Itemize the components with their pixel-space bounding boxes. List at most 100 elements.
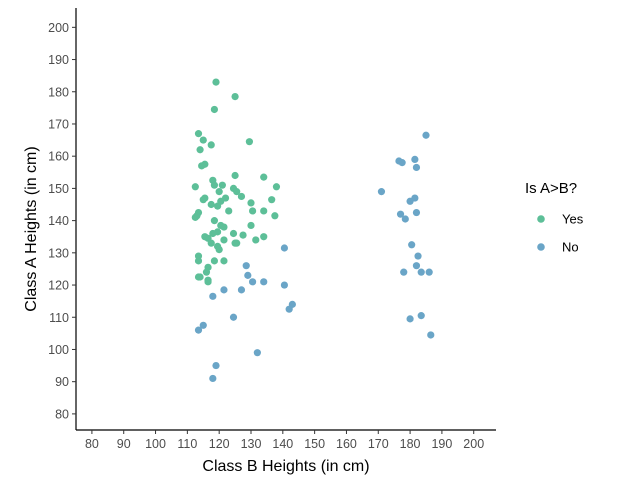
x-tick-label: 190	[431, 437, 452, 451]
data-point-yes	[260, 207, 268, 215]
data-point-yes	[210, 217, 219, 225]
data-point-yes	[218, 181, 226, 189]
data-point-yes	[252, 236, 260, 244]
data-point-no	[412, 163, 421, 172]
x-tick-label: 80	[85, 437, 99, 451]
data-point-no	[209, 292, 217, 300]
data-point-no	[229, 313, 238, 321]
data-point-yes	[247, 199, 255, 207]
data-point-no	[280, 281, 289, 289]
data-point-yes	[220, 223, 228, 231]
data-point-yes	[210, 257, 219, 265]
data-point-yes	[271, 212, 279, 220]
data-point-no	[285, 305, 293, 313]
data-point-no	[422, 131, 430, 139]
legend-title: Is A>B?	[525, 180, 577, 197]
data-point-no	[248, 278, 257, 286]
y-tick-label: 140	[48, 214, 69, 228]
data-point-yes	[210, 181, 219, 189]
y-tick-label: 90	[55, 375, 69, 389]
data-point-no	[406, 197, 414, 205]
data-point-yes	[198, 162, 206, 170]
y-axis-ticks: 80 90 100 110 120 130 140 150 160 170 180 190 200	[48, 21, 76, 421]
legend: Is A>B? Yes No	[525, 180, 584, 255]
data-point-yes	[220, 236, 228, 244]
data-point-yes	[233, 239, 241, 247]
x-tick-label: 100	[145, 437, 166, 451]
data-point-no	[260, 278, 268, 286]
x-tick-label: 120	[209, 437, 230, 451]
x-tick-label: 170	[368, 437, 389, 451]
x-tick-label: 160	[336, 437, 357, 451]
y-tick-label: 80	[55, 407, 69, 421]
data-point-yes	[245, 138, 254, 146]
data-point-yes	[272, 183, 281, 191]
data-point-no	[237, 286, 246, 294]
data-point-yes	[220, 257, 228, 265]
legend-label-no: No	[562, 240, 579, 255]
data-point-no	[412, 208, 421, 217]
data-point-no	[396, 210, 405, 218]
x-tick-label: 110	[177, 437, 197, 451]
data-point-yes	[209, 229, 217, 238]
data-point-yes	[233, 188, 241, 196]
y-tick-label: 190	[48, 53, 69, 67]
y-tick-label: 170	[48, 117, 69, 131]
data-point-no	[194, 326, 203, 334]
data-point-yes	[202, 268, 211, 276]
y-tick-label: 200	[48, 21, 69, 35]
y-tick-label: 100	[48, 343, 69, 357]
data-point-no	[411, 155, 419, 164]
data-point-yes	[204, 278, 212, 286]
data-point-no	[412, 262, 421, 270]
data-point-no	[401, 215, 409, 223]
data-point-yes	[207, 200, 215, 209]
y-axis-title: Class A Heights (in cm)	[23, 146, 40, 311]
data-point-yes	[248, 207, 257, 215]
data-point-no	[398, 159, 406, 167]
y-tick-label: 130	[48, 246, 69, 260]
data-point-no	[209, 374, 217, 383]
data-point-no	[417, 268, 425, 276]
data-point-yes	[247, 221, 255, 230]
data-point-yes	[191, 183, 199, 191]
data-point-no	[425, 268, 433, 276]
data-point-yes	[194, 257, 203, 265]
x-axis-ticks: 80 90 100 110 120 130 140 150 160 170 180 190 200	[85, 430, 484, 451]
data-point-yes	[194, 130, 203, 138]
data-point-no	[220, 286, 228, 294]
data-point-no	[253, 349, 261, 357]
y-tick-label: 150	[48, 182, 69, 196]
y-tick-label: 180	[48, 85, 69, 99]
y-tick-label: 110	[49, 311, 69, 325]
data-point-no	[280, 244, 289, 252]
data-point-no	[242, 262, 250, 270]
x-tick-label: 180	[400, 437, 421, 451]
data-point-yes	[268, 196, 276, 204]
data-point-yes	[196, 146, 204, 154]
data-point-no	[212, 361, 220, 370]
x-axis-title: Class B Heights (in cm)	[202, 458, 369, 475]
data-point-no	[406, 315, 414, 323]
data-point-yes	[210, 105, 219, 114]
data-point-yes	[207, 141, 215, 149]
data-point-yes	[199, 136, 207, 144]
data-point-yes	[215, 188, 223, 196]
data-point-yes	[196, 273, 204, 281]
data-point-yes	[231, 92, 239, 101]
data-point-no	[417, 312, 425, 320]
x-tick-label: 200	[463, 437, 484, 451]
data-point-yes	[225, 207, 233, 215]
x-tick-label: 90	[117, 437, 131, 451]
plot-panel: 80 90 100 110 120 130 140 150 160 170 180 190 200 80…	[48, 8, 496, 451]
data-point-no	[408, 241, 416, 249]
legend-items: Yes No	[537, 212, 584, 255]
x-tick-label: 150	[304, 437, 325, 451]
data-point-yes	[239, 231, 247, 239]
data-point-yes	[215, 246, 223, 254]
x-tick-label: 130	[241, 437, 262, 451]
data-point-yes	[191, 213, 199, 221]
data-point-yes	[260, 173, 268, 181]
x-tick-label: 140	[272, 437, 293, 451]
